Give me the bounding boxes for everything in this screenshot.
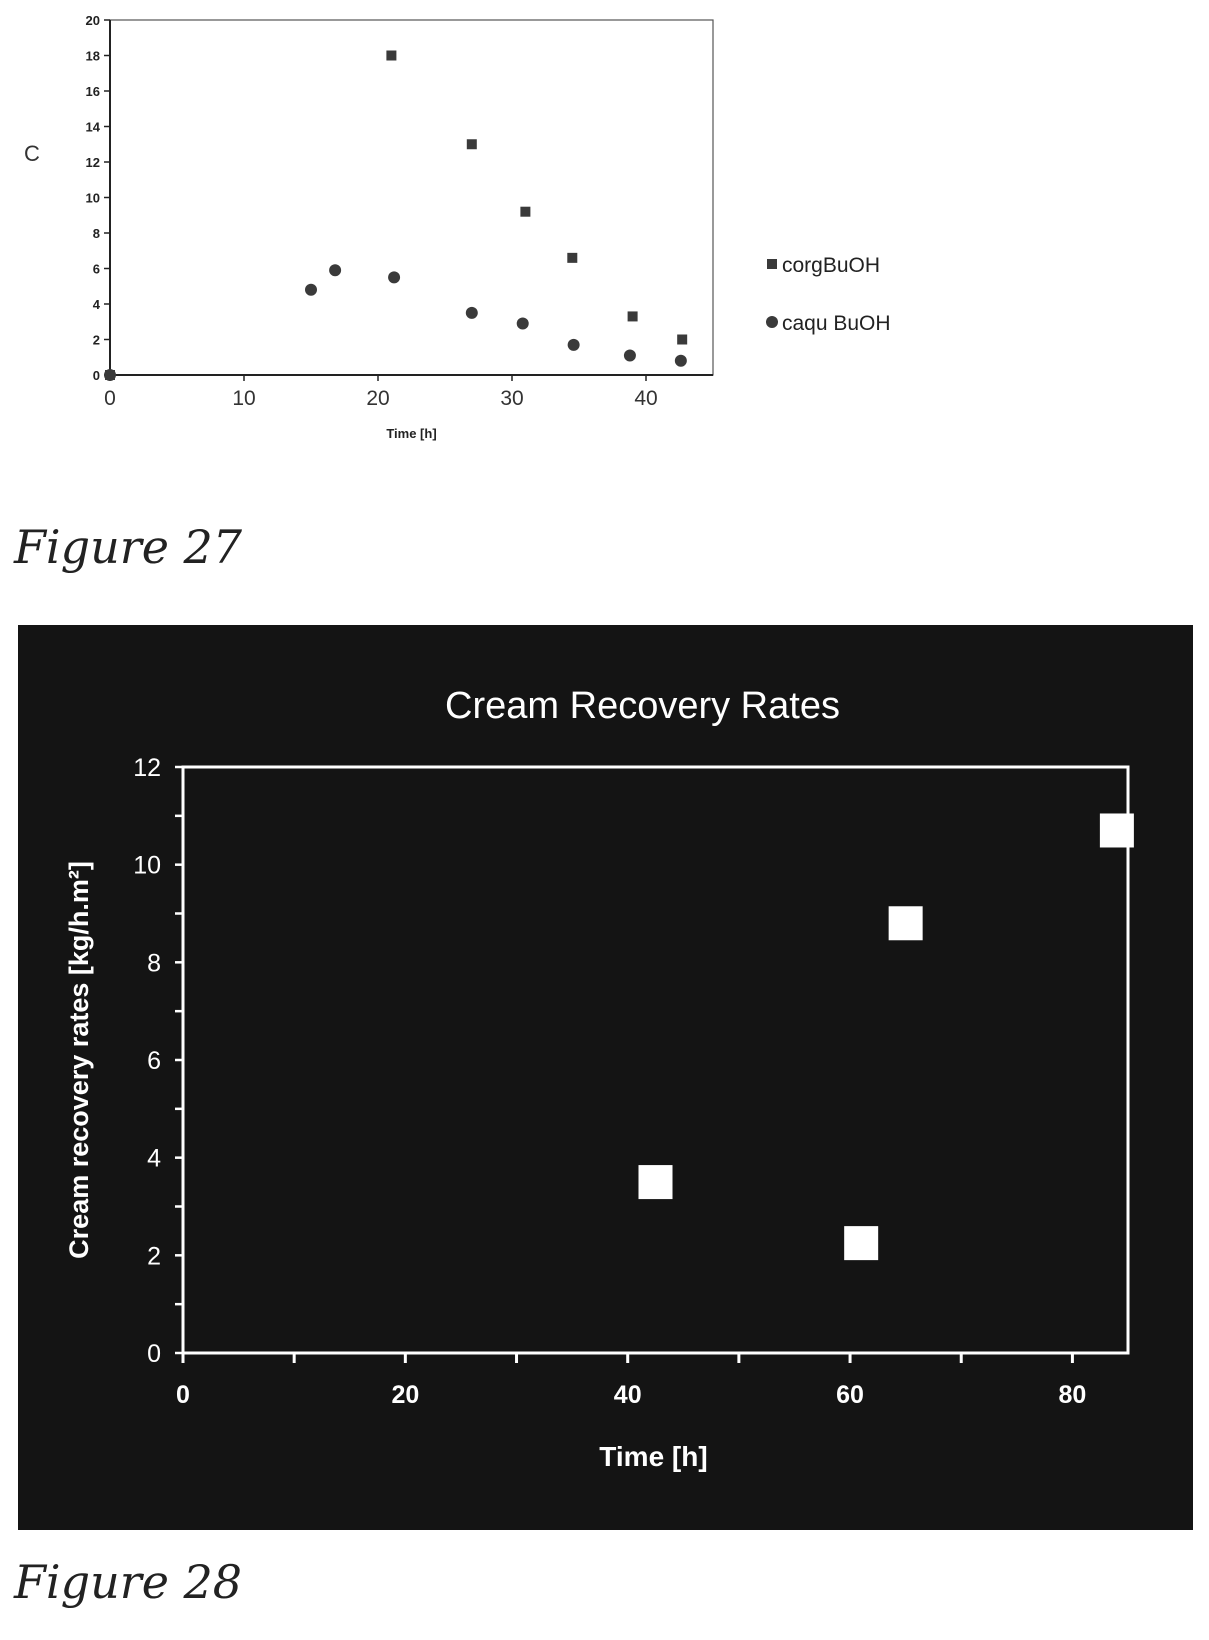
y-tick-label: 4 xyxy=(93,297,101,312)
data-point-caqu xyxy=(465,306,478,319)
x-axis-title: Time [h] xyxy=(599,1441,707,1472)
x-axis-title: Time [h] xyxy=(386,426,436,441)
y-tick-label: 8 xyxy=(147,949,161,977)
y-tick-label: 16 xyxy=(86,84,100,99)
y-tick-label: 0 xyxy=(147,1340,161,1368)
data-point-caqu xyxy=(623,349,636,362)
chart-background xyxy=(18,625,1193,1530)
legend-label: corgBuOH xyxy=(782,254,880,277)
x-tick-label: 80 xyxy=(1059,1381,1087,1409)
y-tick-label: 18 xyxy=(86,49,100,64)
data-point-caqu xyxy=(104,369,116,381)
x-tick-label: 0 xyxy=(104,387,116,410)
data-point-caqu xyxy=(567,338,580,351)
x-tick-label: 10 xyxy=(232,387,255,410)
x-tick-label: 40 xyxy=(634,387,657,410)
legend-marker-caqu xyxy=(766,316,778,328)
y-tick-label: 2 xyxy=(93,333,100,348)
y-tick-label: 2 xyxy=(147,1242,161,1270)
x-tick-label: 40 xyxy=(614,1381,642,1409)
y-axis-title: Cream recovery rates [kg/h.m²] xyxy=(64,861,94,1259)
plot-frame xyxy=(109,19,714,376)
y-tick-label: 12 xyxy=(86,155,100,170)
data-point-corg xyxy=(386,50,397,61)
data-point-corg xyxy=(466,139,477,150)
x-tick-label: 20 xyxy=(391,1381,419,1409)
data-point-caqu xyxy=(329,264,342,277)
figure-27-caption: Figure 27 xyxy=(14,520,243,574)
y-tick-label: 0 xyxy=(93,368,100,383)
y-tick-label: 10 xyxy=(133,852,161,880)
y-tick-label: 10 xyxy=(86,191,100,206)
data-point-caqu xyxy=(516,317,529,330)
data-point-caqu xyxy=(388,271,401,284)
y-tick-label: 12 xyxy=(133,754,161,782)
y-tick-label: 14 xyxy=(86,120,101,135)
x-tick-label: 0 xyxy=(176,1381,190,1409)
data-point xyxy=(844,1226,879,1261)
data-point-corg xyxy=(567,252,578,263)
y-tick-label: 20 xyxy=(86,13,100,28)
data-point-caqu xyxy=(305,283,317,296)
y-tick-label: 8 xyxy=(93,226,100,241)
figure-27-chart: 0 2 4 6 8 10 12 14 16 18 20 0 10 20 30 40 Time [h] CcorgB… xyxy=(24,13,891,441)
data-point xyxy=(1099,813,1134,848)
x-tick-label: 60 xyxy=(836,1381,864,1409)
y-tick-label: 6 xyxy=(147,1047,161,1075)
y-axis-title: C xyxy=(24,141,40,166)
x-tick-label: 20 xyxy=(366,387,389,410)
x-tick-label: 30 xyxy=(500,387,523,410)
figure-28-chart: Cream Recovery Rates 0 2 4 6 8 10 12 0 20 40 60 80 Ti… xyxy=(18,625,1193,1530)
legend-label: caqu BuOH xyxy=(782,312,891,335)
data-point xyxy=(638,1165,673,1200)
data-point xyxy=(888,906,923,941)
chart-title: Cream Recovery Rates xyxy=(445,685,840,727)
y-tick-label: 6 xyxy=(93,262,100,277)
data-point-caqu xyxy=(674,354,687,367)
data-point-corg xyxy=(677,334,688,345)
data-point-corg xyxy=(520,206,531,217)
figure-28-caption: Figure 28 xyxy=(14,1555,243,1609)
y-tick-label: 4 xyxy=(147,1145,161,1173)
data-point-corg xyxy=(627,311,638,322)
legend-marker-corg xyxy=(767,259,777,269)
